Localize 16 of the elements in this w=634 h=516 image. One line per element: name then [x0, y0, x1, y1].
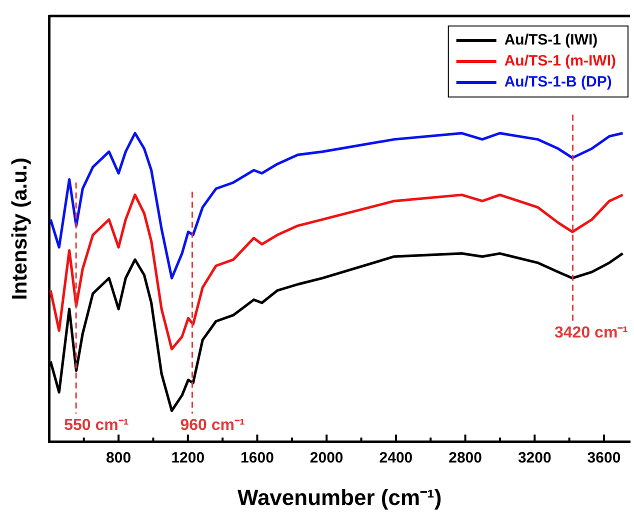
- x-axis-title: Wavenumber (cm⁻¹): [237, 484, 442, 510]
- x-tick-label: 3200: [518, 450, 552, 467]
- x-tick-label: 3600: [587, 450, 621, 467]
- y-axis-title: Intensity (a.u.): [8, 158, 32, 300]
- legend-label: Au/TS-1 (IWI): [504, 32, 598, 49]
- legend-label: Au/TS-1 (m-IWI): [504, 52, 616, 70]
- x-tick-label: 800: [106, 450, 132, 467]
- x-tick-label: 1200: [171, 450, 205, 467]
- x-tick-label: 2800: [448, 450, 482, 467]
- legend-label: Au/TS-1-B (DP): [504, 74, 612, 91]
- x-tick-label: 1600: [240, 450, 274, 467]
- x-tick-label: 2000: [310, 450, 344, 467]
- x-tick-label: 2400: [379, 450, 413, 467]
- ref-line-label: 960 cm⁻¹: [180, 417, 245, 434]
- ref-line-label: 3420 cm⁻¹: [554, 324, 628, 342]
- ref-line-label: 550 cm⁻¹: [64, 417, 129, 434]
